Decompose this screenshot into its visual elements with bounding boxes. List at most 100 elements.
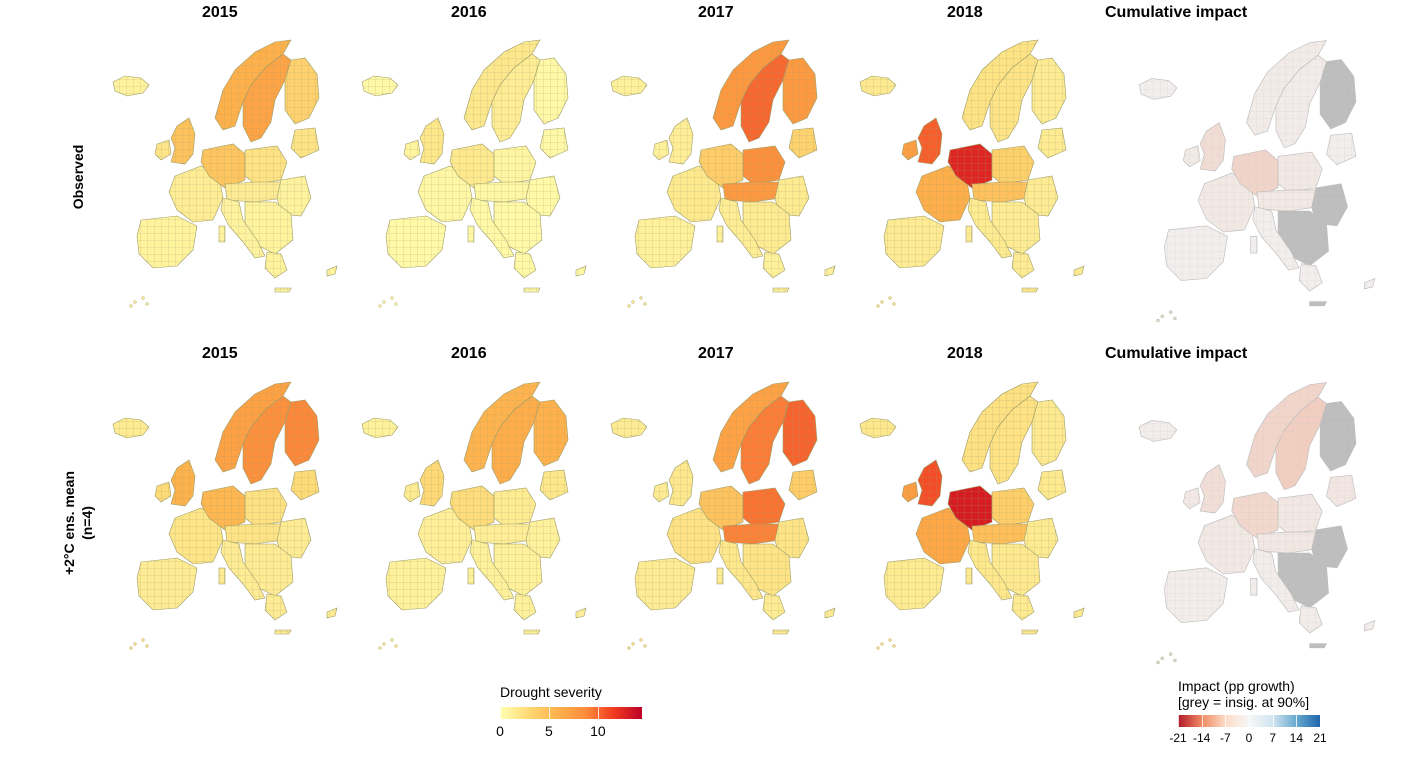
region-borders-crete	[773, 288, 789, 292]
island-marker	[141, 638, 145, 642]
region-borders-iberia	[884, 558, 944, 610]
region-borders-france	[667, 508, 721, 564]
region-borders-sweden	[492, 396, 540, 484]
region-borders-central	[474, 524, 532, 544]
region-borders-ireland	[155, 482, 171, 502]
region-borders-crete	[524, 630, 540, 634]
region-borders-benelux_de	[1231, 492, 1279, 539]
region-borders-baltics	[291, 470, 319, 500]
region-borders-uk	[1200, 122, 1226, 172]
panel-title: 2017	[698, 4, 734, 21]
region-borders-italy	[968, 540, 1012, 600]
panel-title: 2015	[202, 345, 238, 362]
island-marker	[631, 300, 635, 304]
region-borders-ukraine_ro	[775, 176, 809, 216]
island-marker	[643, 644, 647, 648]
region-borders-poland	[245, 146, 287, 184]
legend-tick-mark	[1272, 715, 1274, 727]
legend-title-line2: [grey = insig. at 90%]	[1178, 694, 1310, 710]
legend-tick-mark	[1320, 715, 1321, 727]
region-borders-uk	[669, 460, 693, 506]
legend-tick-mark	[1201, 715, 1203, 727]
region-borders-iceland	[1139, 420, 1177, 442]
region-borders-crete	[1022, 288, 1038, 292]
region-borders-uk	[420, 460, 444, 506]
region-borders-greece	[1299, 263, 1323, 292]
region-borders-iceland	[860, 418, 896, 438]
region-borders-ireland	[404, 140, 420, 160]
europe-map-plus2c-2017	[610, 381, 836, 650]
region-borders-greece	[265, 594, 287, 620]
region-borders-ireland	[1183, 487, 1201, 509]
region-borders-italy	[968, 198, 1012, 258]
panel-title: 2018	[947, 4, 983, 21]
region-borders-ukraine_ro	[277, 176, 311, 216]
region-borders-sardinia	[966, 226, 972, 242]
europe-map-plus2c-2016	[361, 381, 587, 650]
legend-tick-label: 21	[1313, 731, 1327, 745]
region-borders-greece	[514, 594, 536, 620]
europe-map-observed-2015	[112, 39, 338, 308]
region-borders-ukraine_ro	[1311, 525, 1348, 568]
region-borders-finland	[783, 400, 817, 466]
region-borders-italy	[221, 540, 265, 600]
region-borders-france	[169, 508, 223, 564]
region-borders-france	[169, 166, 223, 222]
region-borders-uk	[171, 460, 195, 506]
region-borders-sweden	[492, 54, 540, 142]
region-borders-greece	[763, 594, 785, 620]
island-marker	[880, 300, 884, 304]
island-marker	[390, 638, 394, 642]
region-borders-ireland	[653, 140, 669, 160]
region-borders-iberia	[137, 558, 197, 610]
region-borders-ireland	[902, 482, 918, 502]
region-borders-finland	[1320, 401, 1356, 471]
region-borders-poland	[1278, 494, 1323, 535]
region-borders-greece	[265, 252, 287, 278]
region-borders-italy	[470, 540, 514, 600]
region-borders-uk	[1200, 464, 1226, 514]
region-borders-baltics	[789, 128, 817, 158]
region-borders-poland	[992, 146, 1034, 184]
region-borders-cyprus	[576, 266, 586, 276]
region-borders-poland	[494, 146, 536, 184]
legend-tick-label: 0	[1245, 731, 1253, 745]
region-borders-finland	[1320, 59, 1356, 129]
legend-tick-mark	[1178, 715, 1179, 727]
region-borders-uk	[669, 118, 693, 164]
region-borders-iberia	[137, 216, 197, 268]
region-borders-baltics	[1038, 470, 1066, 500]
island-marker	[378, 304, 382, 308]
row-label-observed: Observed	[69, 97, 87, 257]
region-borders-crete	[1309, 643, 1327, 648]
region-borders-sardinia	[219, 226, 225, 242]
region-borders-cyprus	[327, 608, 337, 618]
impact-legend: Impact (pp growth) [grey = insig. at 90%…	[1165, 678, 1335, 753]
legend-tick-mark	[597, 707, 599, 719]
island-marker	[382, 642, 386, 646]
region-borders-france	[916, 508, 970, 564]
region-borders-central	[972, 524, 1030, 544]
region-borders-sardinia	[1250, 578, 1257, 596]
island-marker	[378, 646, 382, 650]
region-borders-sardinia	[1250, 236, 1257, 254]
region-borders-italy	[719, 540, 763, 600]
region-borders-greece	[1299, 605, 1323, 634]
region-borders-central	[1257, 532, 1319, 554]
island-marker	[1160, 314, 1164, 319]
island-marker	[382, 300, 386, 304]
region-borders-sweden	[1275, 55, 1327, 148]
island-marker	[1156, 660, 1160, 665]
legend-tick-mark	[500, 707, 501, 719]
region-borders-sardinia	[468, 568, 474, 584]
region-borders-greece	[514, 252, 536, 278]
region-borders-uk	[171, 118, 195, 164]
region-borders-finland	[1032, 400, 1066, 466]
legend-tick-mark	[548, 707, 550, 719]
europe-map-observed-2017	[610, 39, 836, 308]
region-borders-iberia	[1164, 225, 1228, 281]
island-marker	[643, 302, 647, 306]
legend-tick-label: 5	[545, 723, 553, 739]
region-borders-benelux_de	[201, 486, 245, 530]
region-borders-central	[225, 524, 283, 544]
